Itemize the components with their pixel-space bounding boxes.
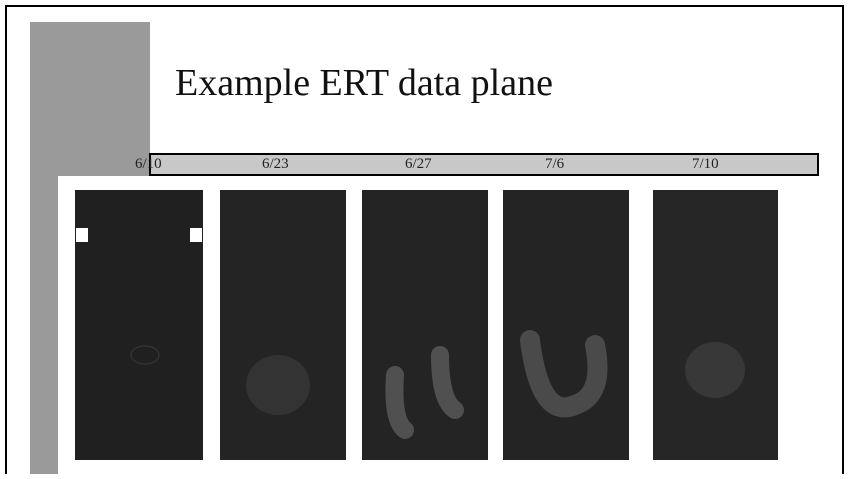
panel <box>362 190 488 460</box>
panel <box>220 190 346 460</box>
date-label: 6/27 <box>405 156 432 172</box>
slide: Example ERT data plane 6/10 6/23 6/27 7/6 7/… <box>0 0 849 474</box>
contour <box>685 342 745 398</box>
panel-image <box>653 190 778 460</box>
page: {"title": "Example ERT data plane", "dat… <box>0 0 849 474</box>
contour <box>246 355 310 415</box>
blob <box>76 228 88 242</box>
date-label: 6/10 <box>135 156 162 172</box>
blob <box>190 228 202 242</box>
date-label: 7/6 <box>545 156 565 172</box>
panel-image <box>362 190 488 460</box>
date-label: 7/10 <box>692 156 719 172</box>
slide-title: Example ERT data plane <box>175 62 553 104</box>
panel-image <box>220 190 346 460</box>
panel-image <box>503 190 629 460</box>
date-label: 6/23 <box>262 156 289 172</box>
panels <box>75 190 778 460</box>
panel <box>503 190 629 460</box>
panel <box>75 190 203 460</box>
panel-image <box>75 190 203 460</box>
panel <box>653 190 778 460</box>
